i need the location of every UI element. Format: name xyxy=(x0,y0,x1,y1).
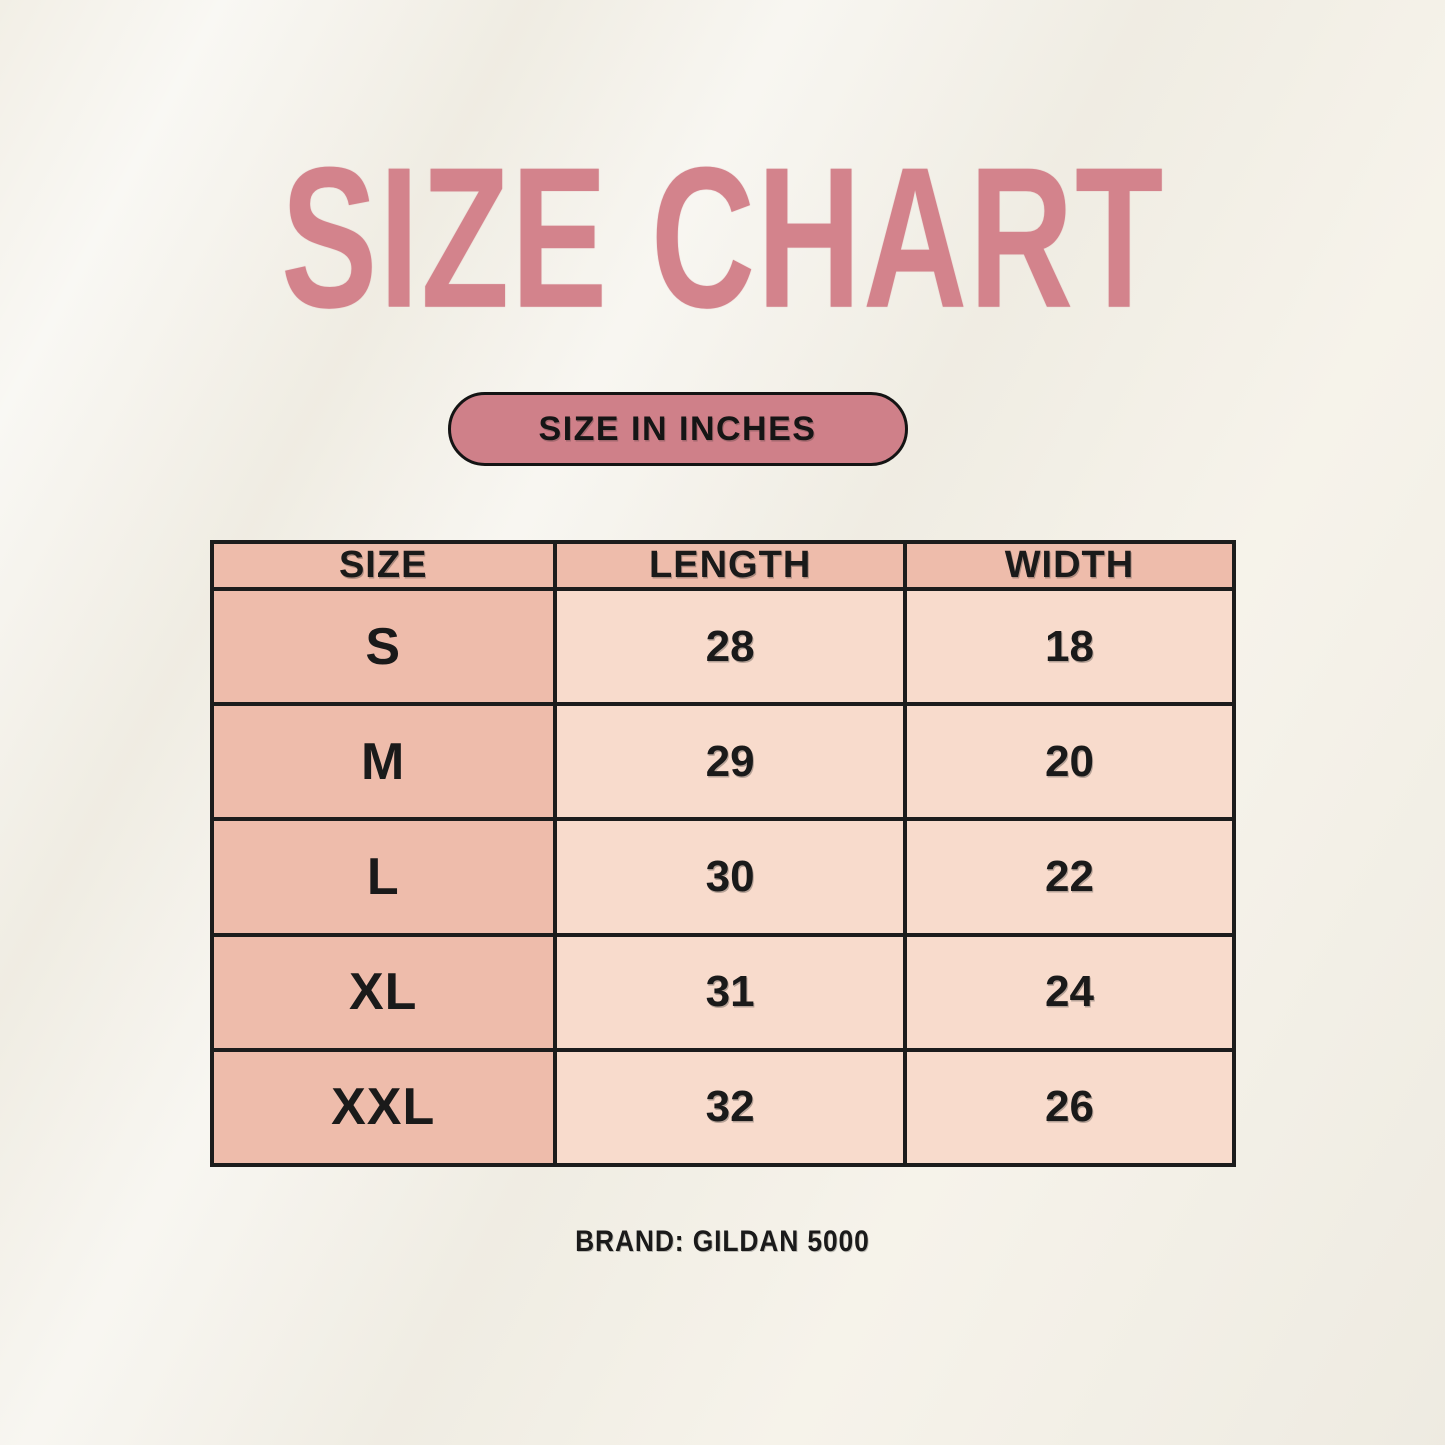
header-cell-width: WIDTH xyxy=(903,540,1236,591)
length-cell: 32 xyxy=(552,1047,908,1168)
header-cell-size: SIZE xyxy=(209,540,557,591)
table-row: S 28 18 xyxy=(209,586,1236,707)
size-cell: L xyxy=(209,817,557,937)
table-row: L 30 22 xyxy=(209,817,1236,937)
table-row: XXL 32 26 xyxy=(209,1047,1236,1168)
header-cell-length: LENGTH xyxy=(552,540,908,591)
page-title: SIZE CHART xyxy=(280,126,1165,351)
length-cell: 31 xyxy=(552,932,908,1052)
width-cell: 20 xyxy=(903,702,1236,822)
table-header-row: SIZE LENGTH WIDTH xyxy=(209,540,1236,591)
size-cell: XXL xyxy=(209,1047,557,1168)
badge-label: SIZE IN INCHES xyxy=(538,409,817,448)
width-cell: 22 xyxy=(903,817,1236,937)
width-cell: 18 xyxy=(903,586,1236,707)
length-cell: 29 xyxy=(552,702,908,822)
size-table: SIZE LENGTH WIDTH S 28 18 M 29 20 L 30 2… xyxy=(209,540,1236,1168)
size-cell: M xyxy=(209,702,557,822)
size-cell: S xyxy=(209,586,557,707)
length-cell: 30 xyxy=(552,817,908,937)
width-cell: 26 xyxy=(903,1047,1236,1168)
length-cell: 28 xyxy=(552,586,908,707)
brand-note: BRAND: GILDAN 5000 xyxy=(575,1225,870,1258)
table-row: XL 31 24 xyxy=(209,932,1236,1052)
table-row: M 29 20 xyxy=(209,702,1236,822)
size-cell: XL xyxy=(209,932,557,1052)
width-cell: 24 xyxy=(903,932,1236,1052)
size-in-inches-badge: SIZE IN INCHES xyxy=(447,392,908,466)
